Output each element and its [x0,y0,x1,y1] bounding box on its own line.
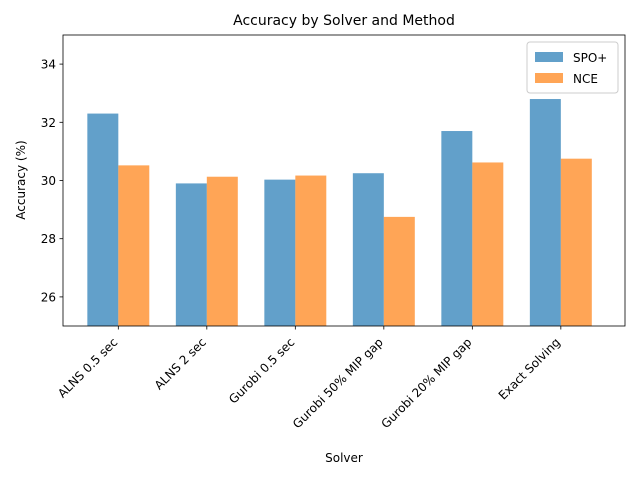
y-tick-label: 30 [41,174,56,188]
legend: SPO+ NCE [526,41,619,94]
y-axis-label: Accuracy (%) [14,140,28,219]
y-tick-label: 34 [41,58,56,72]
legend-swatch [535,73,563,83]
y-tick-label: 28 [41,232,56,246]
bar-nce-4 [383,216,415,327]
bar-nce-6 [560,158,592,326]
y-tick-label: 26 [41,290,56,304]
y-tick-label: 32 [41,116,56,130]
bar-spo-6 [529,99,561,327]
bar-spo-2 [175,183,207,326]
bar-nce-1 [118,165,150,326]
bar-spo-5 [441,131,473,326]
bar-nce-2 [206,176,238,326]
bar-spo-1 [87,113,119,326]
chart-title: Accuracy by Solver and Method [233,13,455,29]
bar-spo-4 [352,173,384,326]
bar-nce-5 [472,162,504,326]
bar-spo-3 [264,179,296,326]
bar-nce-3 [295,175,327,326]
legend-label: NCE [573,72,598,86]
bars-group [87,99,592,327]
legend-swatch [535,52,563,62]
x-axis-label: Solver [325,451,363,465]
legend-label: SPO+ [573,51,607,65]
